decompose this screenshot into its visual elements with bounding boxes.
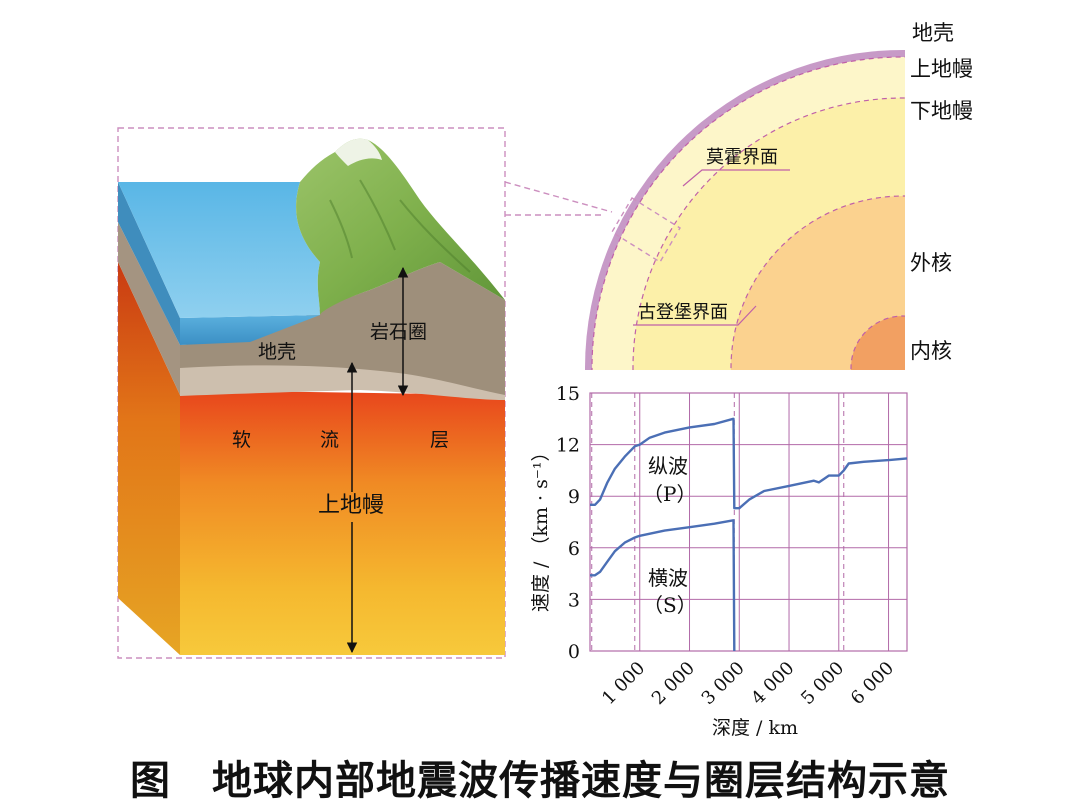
zoom-connector-top <box>504 181 613 213</box>
mantle-boundary <box>632 97 905 370</box>
y-tick-label-6: 6 <box>568 538 580 560</box>
p-wave-label-line2: （P） <box>643 482 696 506</box>
s-wave-line <box>590 519 736 652</box>
s-wave-label-line2: （S） <box>643 593 697 617</box>
inner-core-boundary <box>850 315 905 370</box>
earth-quadrant-section: 地壳 上地幔 下地幔 外核 内核 莫霍界面 古登堡界面 <box>585 21 973 370</box>
y-tick-label-0: 0 <box>568 641 580 663</box>
sea-front-face <box>180 315 320 345</box>
chart-plot-area <box>589 392 908 652</box>
upper-mantle-block-label: 上地幔 <box>318 493 384 518</box>
x-tick-label-4000: 4 000 <box>747 658 798 709</box>
layer-label-upper-mantle: 上地幔 <box>910 57 973 81</box>
p-wave-line <box>590 417 908 510</box>
mantle-front-face <box>180 390 505 655</box>
layer-label-inner-core: 内核 <box>910 339 952 363</box>
earth-block-illustration: 地壳 岩石圈 软 流 层 上地幔 <box>117 127 506 659</box>
gutenberg-label: 古登堡界面 <box>638 302 728 323</box>
mantle-side-face <box>118 262 180 655</box>
chart-x-axis-label: 深度 / km <box>712 717 798 739</box>
x-tick-label-2000: 2 000 <box>648 658 699 709</box>
block-crust-label: 地壳 <box>258 341 296 363</box>
chart-series <box>590 417 908 652</box>
x-tick-label-5000: 5 000 <box>797 658 848 709</box>
gutenberg-boundary <box>730 195 905 370</box>
figure-caption: 图 地球内部地震波传播速度与圈层结构示意 <box>130 757 950 804</box>
y-tick-label-15: 15 <box>556 383 580 405</box>
mountain-snow <box>335 138 382 166</box>
mountain-ridge-shading <box>329 179 471 273</box>
moho-leader-line <box>682 169 790 187</box>
zoom-box <box>611 197 681 263</box>
mountain <box>296 138 505 315</box>
moho-boundary <box>591 56 905 370</box>
x-tick-label-3000: 3 000 <box>698 658 749 709</box>
layer-label-lower-mantle: 下地幔 <box>910 99 973 123</box>
x-tick-label-6000: 6 000 <box>847 658 898 709</box>
x-tick-label-1000: 1 000 <box>598 658 649 709</box>
chart-y-axis-label: 速度 / （km · s⁻¹） <box>530 442 552 612</box>
s-wave-label-line1: 横波 <box>648 566 688 590</box>
layer-label-outer-core: 外核 <box>910 251 952 275</box>
chart-y-ticks: 0 3 6 9 12 15 <box>556 383 580 663</box>
lithosphere-band <box>180 362 505 400</box>
asthenosphere-char-2: 流 <box>320 429 339 451</box>
y-tick-label-3: 3 <box>568 589 580 611</box>
sea-surface <box>118 182 320 318</box>
layer-label-crust: 地壳 <box>912 21 954 45</box>
lithosphere-label: 岩石圈 <box>370 321 427 343</box>
gutenberg-leader-line <box>633 305 757 326</box>
asthenosphere-char-1: 软 <box>232 429 251 451</box>
y-tick-label-12: 12 <box>556 435 580 457</box>
p-wave-label-line1: 纵波 <box>648 454 688 478</box>
asthenosphere-char-3: 层 <box>430 429 449 451</box>
outer-core-zone <box>731 196 905 370</box>
y-tick-label-9: 9 <box>568 486 580 508</box>
sea-side-face <box>118 182 180 345</box>
crust-side-face <box>118 222 180 395</box>
moho-label: 莫霍界面 <box>706 147 778 168</box>
chart-grid <box>590 393 907 651</box>
crust-front-face <box>180 262 505 395</box>
inner-core-zone <box>851 316 905 370</box>
